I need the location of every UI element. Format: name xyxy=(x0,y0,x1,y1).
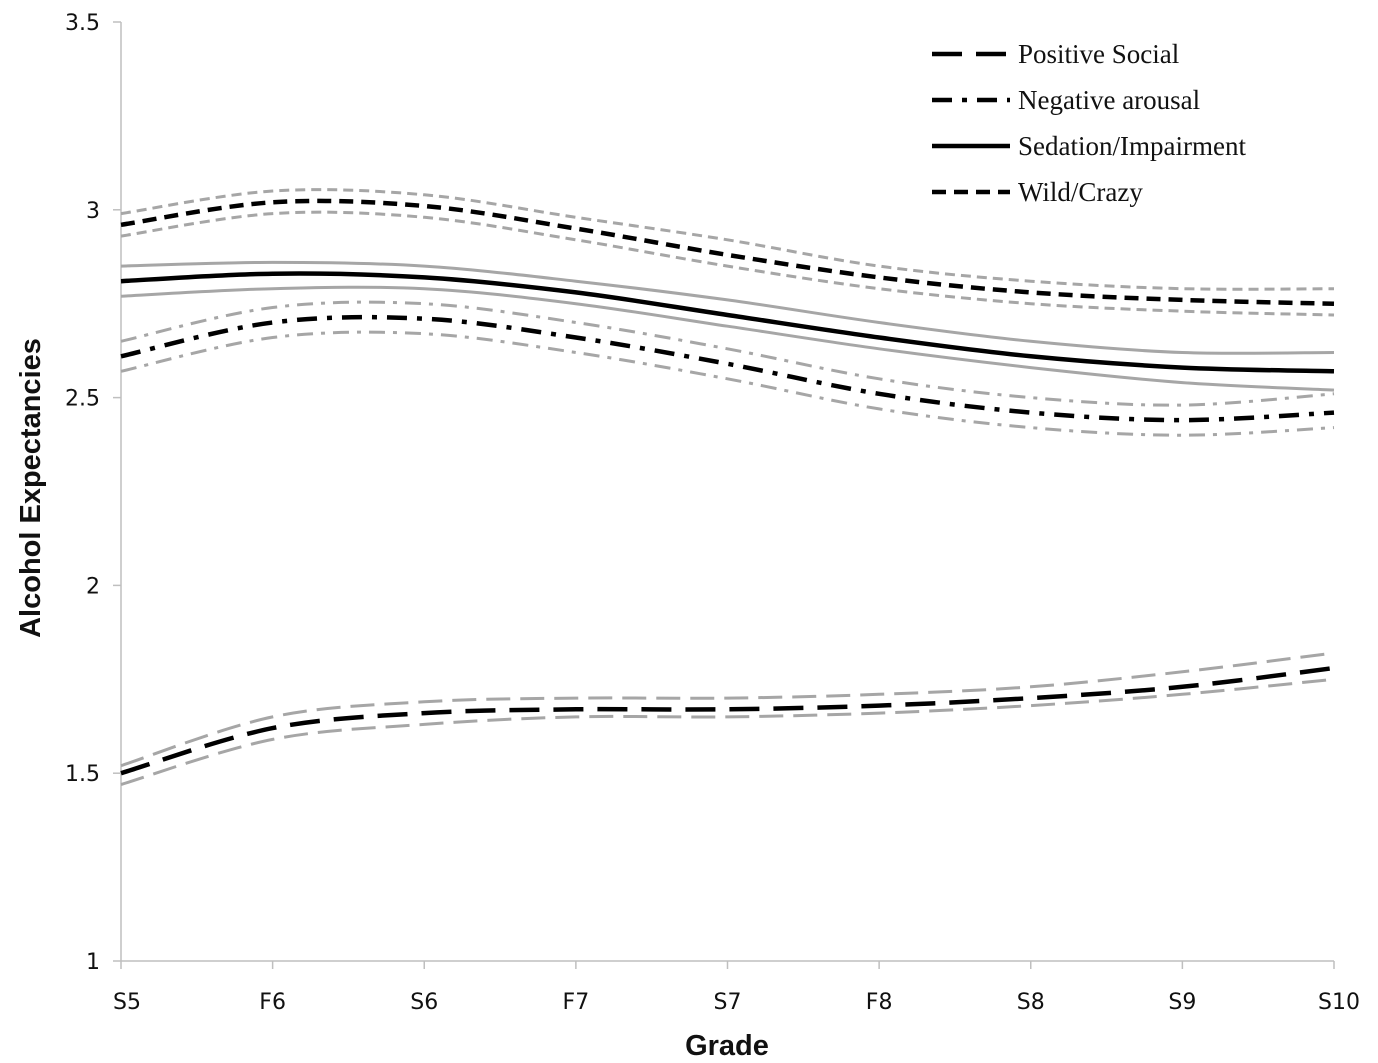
confidence-bands xyxy=(120,188,1335,786)
wild-crazy-series-line xyxy=(120,198,1335,306)
negative-arousal-series-line xyxy=(120,314,1335,423)
x-tick-label: S8 xyxy=(1017,990,1045,1015)
positive-social-series-line xyxy=(120,665,1335,776)
y-tick-label: 1.5 xyxy=(65,762,100,787)
sedation-impairment-series-line xyxy=(120,271,1335,374)
y-tick-label: 1 xyxy=(86,950,100,975)
x-tick-label: F8 xyxy=(866,990,893,1015)
axes: 1 1.5 2 2.5 3 3.5 S5 F6 S6 F7 S7 F8 S8 S9 S10 xyxy=(65,11,1360,1015)
negative-arousal-ci-upper-line xyxy=(120,300,1335,407)
positive-social-ci-upper-line xyxy=(120,651,1335,768)
x-tick-label: S10 xyxy=(1318,990,1360,1015)
sedation-impairment-ci-lower-line xyxy=(120,285,1335,392)
y-tick-label: 2.5 xyxy=(65,387,100,412)
legend-label-negative-arousal: Negative arousal xyxy=(1018,85,1200,115)
x-tick-label: S9 xyxy=(1168,990,1196,1015)
x-axis-title: Grade xyxy=(685,1030,769,1062)
x-tick-label: S5 xyxy=(113,990,141,1015)
wild-crazy-ci-lower-line xyxy=(120,210,1335,317)
x-tick-label: F6 xyxy=(259,990,286,1015)
wild-crazy-ci-upper-line xyxy=(120,188,1335,291)
x-tick-label: S6 xyxy=(410,990,438,1015)
legend-label-sedation-impairment: Sedation/Impairment xyxy=(1018,131,1246,161)
x-tick-label: F7 xyxy=(563,990,590,1015)
x-tick-label: S7 xyxy=(714,990,742,1015)
legend-label-wild-crazy: Wild/Crazy xyxy=(1018,177,1143,207)
series-lines xyxy=(120,198,1335,776)
legend: Positive Social Negative arousal Sedation/… xyxy=(932,39,1246,207)
y-axis-title: Alcohol Expectancies xyxy=(15,338,47,638)
positive-social-ci-lower-line xyxy=(120,677,1335,786)
y-tick-label: 2 xyxy=(86,574,100,599)
sedation-impairment-ci-upper-line xyxy=(120,260,1335,355)
negative-arousal-ci-lower-line xyxy=(120,330,1335,437)
legend-label-positive-social: Positive Social xyxy=(1018,39,1179,69)
y-tick-label: 3.5 xyxy=(65,11,100,36)
y-tick-label: 3 xyxy=(86,199,100,224)
